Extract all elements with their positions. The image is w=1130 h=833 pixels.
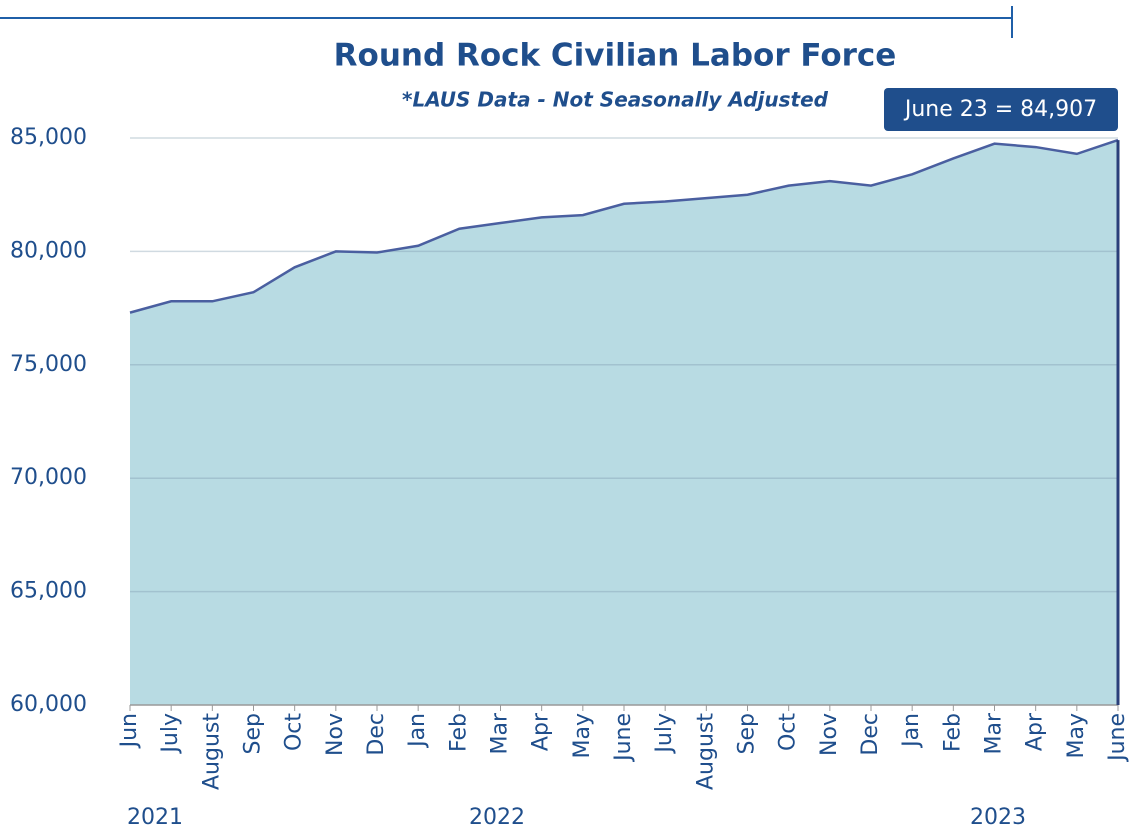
y-tick-label: 85,000	[10, 125, 87, 150]
line	[129, 138, 1119, 314]
x-tick-label: Sep	[735, 713, 760, 754]
x-tick-label: Dec	[364, 713, 389, 756]
x-tick-label: May	[570, 713, 595, 758]
x-tick-label: Mar	[982, 712, 1007, 754]
annotation: June 23 = 84,907	[903, 97, 1097, 122]
area	[130, 140, 1118, 705]
x-tick-label: Oct	[776, 713, 801, 751]
x-tick-label: Dec	[858, 713, 883, 756]
year-label: 2021	[127, 805, 183, 830]
y-tick-label: 65,000	[10, 579, 87, 604]
chart-subtitle: *LAUS Data - Not Seasonally Adjusted	[402, 88, 829, 112]
x-tick-label: Apr	[529, 712, 554, 751]
x-tick-label: Sep	[241, 713, 266, 754]
x-tick-label: May	[1064, 713, 1089, 758]
y-tick-label: 75,000	[10, 352, 87, 377]
x-tick-label: June	[611, 713, 636, 763]
x-tick-label: Oct	[282, 713, 307, 751]
x-tick-label: July	[158, 713, 183, 755]
year-label: 2023	[970, 805, 1026, 830]
x-tick-label: Feb	[446, 713, 471, 752]
x-tick-label: August	[199, 713, 224, 790]
x-tick-label: July	[652, 713, 677, 755]
x-tick-label: Jun	[117, 713, 142, 749]
y-tick-label: 70,000	[10, 465, 87, 490]
x-tick-label: Mar	[488, 712, 513, 754]
x-tick-label: June	[1105, 713, 1130, 763]
y-tick-label: 80,000	[10, 238, 87, 263]
x-tick-label: Feb	[940, 713, 965, 752]
x-tick-label: Nov	[323, 713, 348, 756]
year-label: 2022	[469, 805, 525, 830]
y-tick-label: 60,000	[10, 692, 87, 717]
x-tick-label: Jan	[405, 713, 430, 749]
x-tick-label: Apr	[1023, 712, 1048, 751]
x-tick-label: Nov	[817, 713, 842, 756]
annotation-box	[884, 88, 1118, 131]
x-tick-label: August	[693, 713, 718, 790]
chart-title: Round Rock Civilian Labor Force	[334, 38, 897, 74]
x-tick-label: Jan	[899, 713, 924, 749]
